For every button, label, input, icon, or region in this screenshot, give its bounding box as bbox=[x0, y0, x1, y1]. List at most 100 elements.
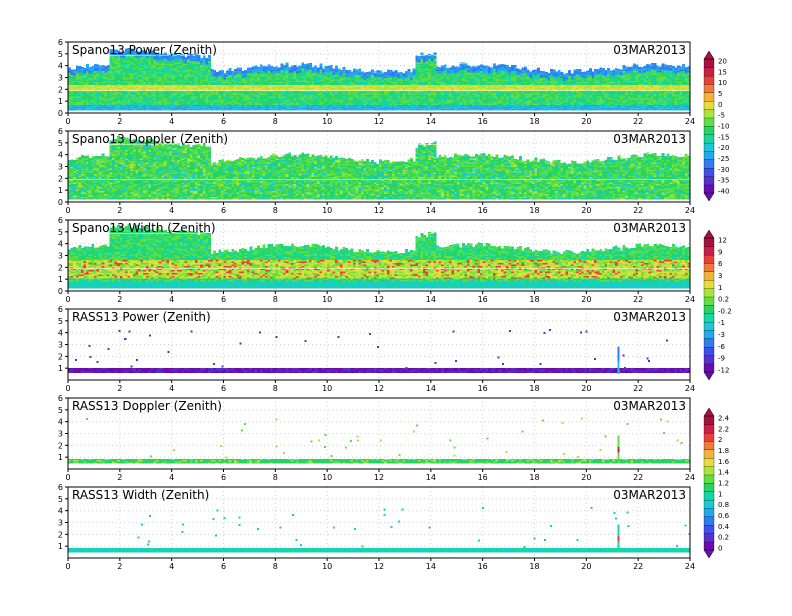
y-tick-label: 4 bbox=[58, 418, 63, 427]
panel-date: 03MAR2013 bbox=[613, 399, 686, 413]
x-tick-label: 10 bbox=[322, 384, 332, 393]
x-tick-label: 4 bbox=[169, 384, 174, 393]
colorbar-tick-label: -25 bbox=[718, 155, 729, 163]
heatmap-cells bbox=[68, 507, 691, 553]
panel-title: RASS13 Doppler (Zenith) bbox=[72, 399, 222, 413]
y-tick-label: 2 bbox=[58, 174, 63, 183]
colorbar-tick-label: -6 bbox=[718, 343, 726, 351]
x-tick-label: 4 bbox=[169, 473, 174, 482]
x-tick-label: 14 bbox=[426, 117, 436, 126]
panel-date: 03MAR2013 bbox=[613, 132, 686, 146]
radar-profiler-figure: 0123456024681012141618202224Spano13 Powe… bbox=[0, 0, 792, 612]
x-tick-label: 10 bbox=[322, 206, 332, 215]
profiler-plots-svg: 0123456024681012141618202224Spano13 Powe… bbox=[0, 0, 792, 612]
x-tick-label: 20 bbox=[581, 117, 591, 126]
panel-date: 03MAR2013 bbox=[613, 43, 686, 57]
x-tick-label: 20 bbox=[581, 473, 591, 482]
x-tick-label: 0 bbox=[65, 295, 70, 304]
x-tick-label: 20 bbox=[581, 384, 591, 393]
x-tick-label: 18 bbox=[529, 473, 539, 482]
x-tick-label: 8 bbox=[273, 473, 278, 482]
colorbar-tick-label: -1 bbox=[718, 319, 725, 327]
x-tick-label: 24 bbox=[685, 117, 695, 126]
x-tick-label: 4 bbox=[169, 206, 174, 215]
x-tick-label: 16 bbox=[478, 295, 488, 304]
x-tick-label: 20 bbox=[581, 206, 591, 215]
x-tick-label: 2 bbox=[117, 562, 122, 571]
y-tick-label: 0 bbox=[58, 287, 63, 296]
y-tick-label: 3 bbox=[58, 252, 63, 261]
colorbar-bottom-arrow bbox=[704, 372, 714, 380]
x-tick-label: 2 bbox=[117, 295, 122, 304]
x-tick-label: 0 bbox=[65, 562, 70, 571]
colorbar-tick-label: -20 bbox=[718, 144, 729, 152]
y-tick-label: 6 bbox=[58, 127, 63, 136]
x-tick-label: 0 bbox=[65, 473, 70, 482]
y-tick-label: 6 bbox=[58, 394, 63, 403]
colorbar-tick-label: 3 bbox=[718, 272, 722, 280]
x-tick-label: 22 bbox=[633, 562, 643, 571]
x-tick-label: 8 bbox=[273, 206, 278, 215]
x-tick-label: 6 bbox=[221, 562, 226, 571]
y-tick-label: 4 bbox=[58, 507, 63, 516]
y-tick-label: 0 bbox=[58, 198, 63, 207]
y-tick-label: 6 bbox=[58, 38, 63, 47]
y-tick-label: 3 bbox=[58, 519, 63, 528]
x-tick-label: 18 bbox=[529, 384, 539, 393]
x-tick-label: 18 bbox=[529, 206, 539, 215]
y-tick-label: 1 bbox=[58, 186, 63, 195]
panel-title: Spano13 Power (Zenith) bbox=[72, 43, 217, 57]
x-tick-label: 2 bbox=[117, 206, 122, 215]
colorbar-tick-label: -12 bbox=[718, 367, 729, 375]
y-tick-label: 4 bbox=[58, 62, 63, 71]
x-tick-label: 12 bbox=[374, 562, 384, 571]
x-tick-label: 14 bbox=[426, 473, 436, 482]
x-tick-label: 24 bbox=[685, 206, 695, 215]
x-tick-label: 12 bbox=[374, 473, 384, 482]
x-tick-label: 22 bbox=[633, 117, 643, 126]
y-tick-label: 6 bbox=[58, 216, 63, 225]
x-tick-label: 18 bbox=[529, 562, 539, 571]
x-tick-label: 0 bbox=[65, 384, 70, 393]
colorbar-tick-label: -40 bbox=[718, 188, 729, 196]
colorbar-bottom-arrow bbox=[704, 550, 714, 558]
x-tick-label: 12 bbox=[374, 206, 384, 215]
colorbar-tick-label: 10 bbox=[718, 79, 727, 87]
y-tick-label: 6 bbox=[58, 483, 63, 492]
y-tick-label: 3 bbox=[58, 74, 63, 83]
heatmap-cells bbox=[68, 329, 690, 374]
colorbar-top-arrow bbox=[704, 51, 714, 59]
colorbar-tick-label: 9 bbox=[718, 248, 722, 256]
y-tick-label: 2 bbox=[58, 263, 63, 272]
x-tick-label: 16 bbox=[478, 384, 488, 393]
x-tick-label: 24 bbox=[685, 473, 695, 482]
x-tick-label: 10 bbox=[322, 562, 332, 571]
panel-date: 03MAR2013 bbox=[613, 221, 686, 235]
colorbar-tick-label: 0 bbox=[718, 545, 722, 553]
y-tick-label: 5 bbox=[58, 317, 63, 326]
x-tick-label: 8 bbox=[273, 384, 278, 393]
colorbar-tick-label: 2 bbox=[718, 436, 722, 444]
x-tick-label: 12 bbox=[374, 117, 384, 126]
x-tick-label: 6 bbox=[221, 117, 226, 126]
y-tick-label: 3 bbox=[58, 163, 63, 172]
y-tick-label: 1 bbox=[58, 453, 63, 462]
colorbar-tick-label: -9 bbox=[718, 355, 725, 363]
colorbar-top-arrow bbox=[704, 408, 714, 416]
y-tick-label: 1 bbox=[58, 97, 63, 106]
colorbar-tick-label: 0.6 bbox=[718, 512, 730, 520]
panel-date: 03MAR2013 bbox=[613, 488, 686, 502]
colorbar-tick-label: -0.2 bbox=[718, 307, 732, 315]
colorbar-tick-label: -30 bbox=[718, 166, 729, 174]
x-tick-label: 24 bbox=[685, 562, 695, 571]
x-tick-label: 16 bbox=[478, 206, 488, 215]
y-tick-label: 4 bbox=[58, 329, 63, 338]
